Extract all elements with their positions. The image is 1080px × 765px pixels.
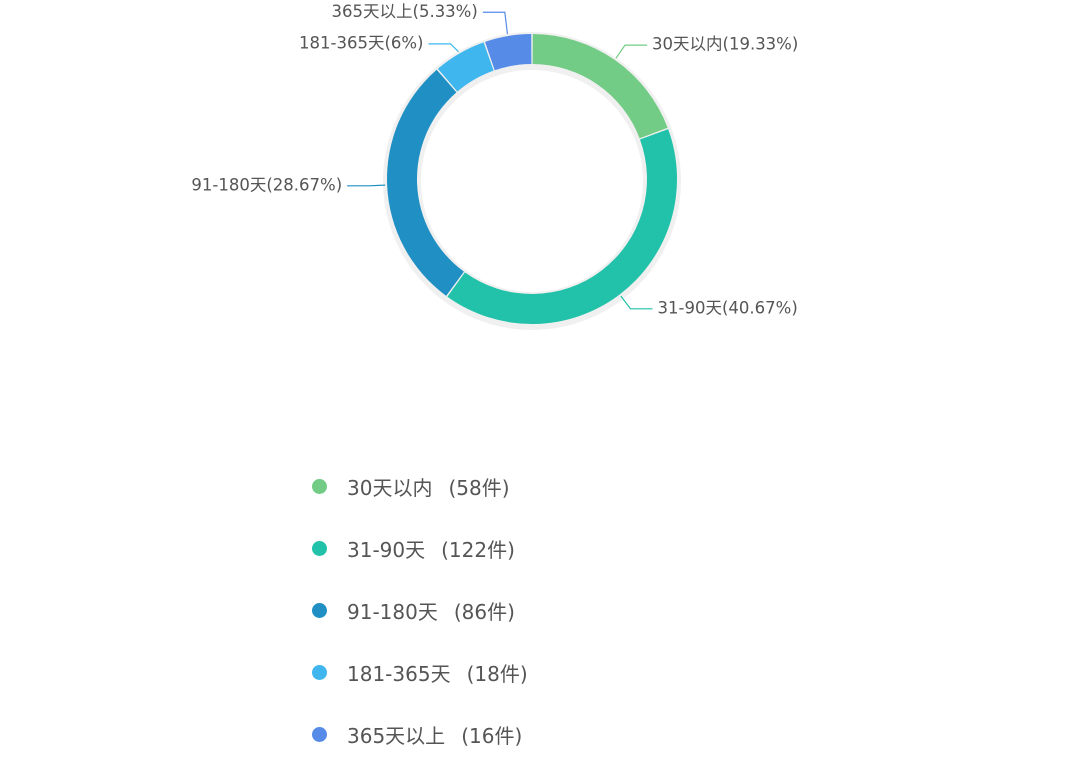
donut-slice[interactable] <box>437 42 494 92</box>
donut-slices <box>383 32 681 330</box>
leader-line <box>615 44 648 59</box>
donut-slice[interactable] <box>447 129 677 324</box>
legend-dot-icon <box>312 478 327 494</box>
leader-line <box>428 43 459 53</box>
donut-chart: 30天以内(19.33%) 31-90天(40.67%) 91-180天(28.67… <box>191 2 798 330</box>
legend-label: 30天以内 <box>347 475 433 500</box>
legend-label: 31-90天 <box>347 537 426 562</box>
leader-line <box>347 184 386 187</box>
leader-line <box>482 11 509 35</box>
legend-item[interactable]: 30天以内 (58件) <box>312 455 528 517</box>
slice-label: 30天以内(19.33%) <box>652 35 798 54</box>
legend-dot-icon <box>312 602 327 618</box>
leader-lines <box>347 11 653 310</box>
leader-line <box>620 295 653 310</box>
legend-label: 365天以上 <box>347 723 446 748</box>
legend-count: (58件) <box>448 475 510 500</box>
legend-item[interactable]: 31-90天 (122件) <box>312 517 528 579</box>
legend-label: 91-180天 <box>347 599 438 624</box>
legend-count: (86件) <box>453 599 515 624</box>
legend-label: 181-365天 <box>347 661 451 686</box>
donut-slice[interactable] <box>532 34 668 139</box>
donut-slice[interactable] <box>485 34 532 71</box>
legend-dot-icon <box>312 726 327 742</box>
slice-label: 365天以上(5.33%) <box>332 2 478 21</box>
legend-item[interactable]: 181-365天 (18件) <box>312 641 528 703</box>
legend-dot-icon <box>312 664 327 680</box>
legend-count: (16件) <box>461 723 523 748</box>
donut-slice[interactable] <box>386 69 464 296</box>
slice-label: 31-90天(40.67%) <box>658 298 798 317</box>
chart-legend: 30天以内 (58件) 31-90天 (122件) 91-180天 (86件) … <box>312 455 528 765</box>
legend-count: (18件) <box>466 661 528 686</box>
legend-dot-icon <box>312 540 327 556</box>
slice-label: 91-180天(28.67%) <box>191 175 342 194</box>
slice-label: 181-365天(6%) <box>299 33 424 52</box>
slice-labels: 30天以内(19.33%) 31-90天(40.67%) 91-180天(28.67… <box>191 2 798 318</box>
legend-count: (122件) <box>441 537 515 562</box>
legend-item[interactable]: 91-180天 (86件) <box>312 579 528 641</box>
legend-item[interactable]: 365天以上 (16件) <box>312 703 528 765</box>
